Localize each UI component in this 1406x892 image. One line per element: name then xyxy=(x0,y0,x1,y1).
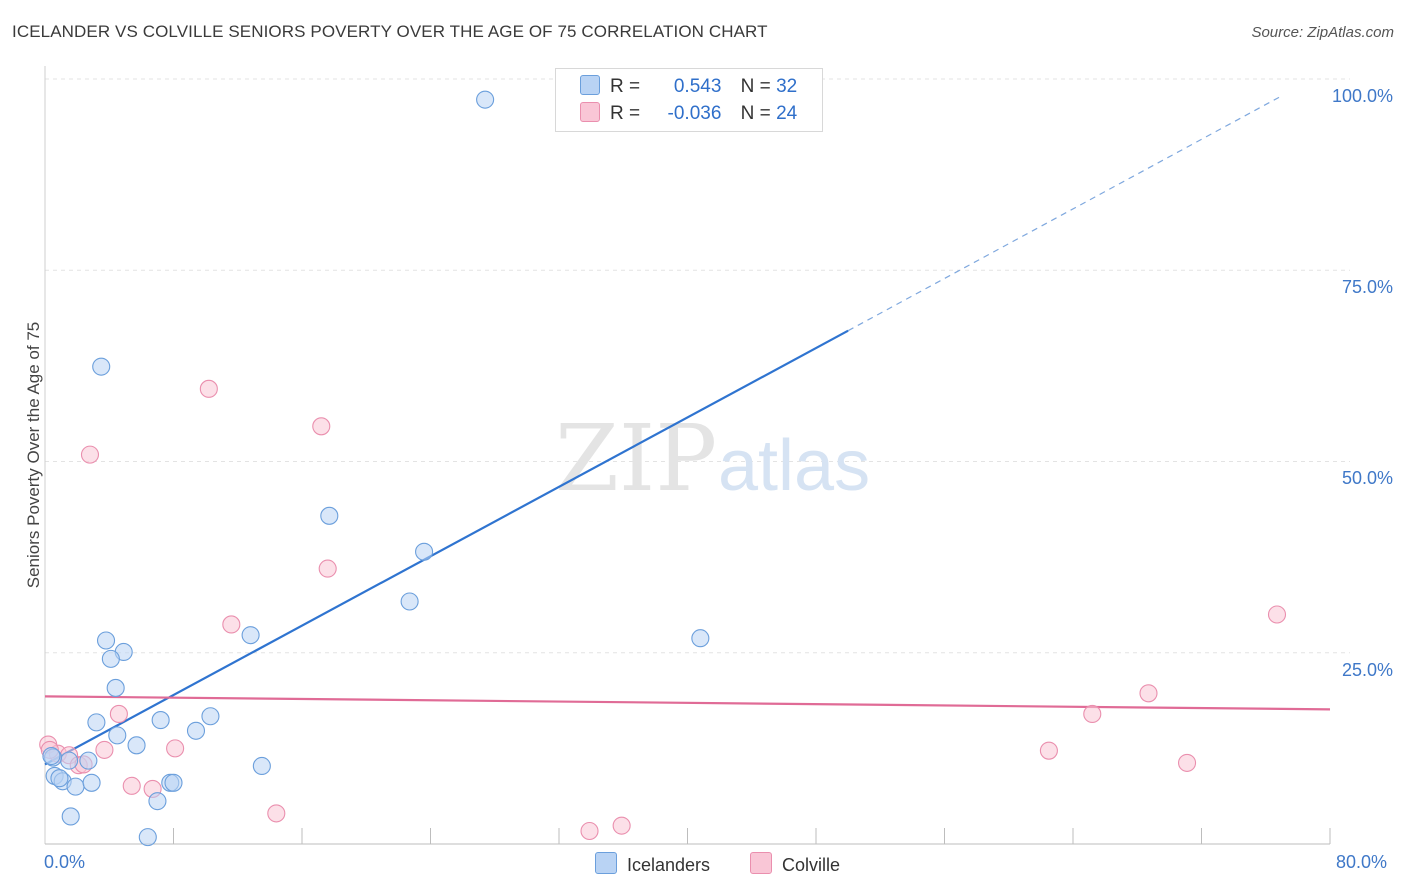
colville-trend-line xyxy=(44,695,1331,711)
bottom-legend-colville: Colville xyxy=(750,852,840,876)
icelanders-point xyxy=(82,773,101,792)
icelanders-point xyxy=(50,769,69,788)
x-tick-max: 80.0% xyxy=(1336,852,1388,872)
axes xyxy=(44,66,1331,845)
icelanders-point xyxy=(241,626,260,645)
colville-point xyxy=(222,615,241,634)
y-tick-50: 50.0% xyxy=(1341,468,1393,488)
colville-point xyxy=(166,739,185,758)
icelanders-point xyxy=(252,756,271,776)
x-tick-min: 0.0% xyxy=(44,852,86,872)
icelanders-point xyxy=(148,792,167,811)
icelanders-point xyxy=(127,736,146,755)
icelanders-point xyxy=(476,90,495,109)
colville-swatch xyxy=(580,102,600,122)
icelanders-legend-label: Icelanders xyxy=(627,855,711,875)
icelanders-point xyxy=(66,777,85,796)
colville-point xyxy=(612,816,631,835)
icelanders-point xyxy=(201,707,220,726)
colville-point xyxy=(580,821,599,841)
correlation-legend: R = 0.543 N = 32 R = -0.036 N = 24 xyxy=(555,68,823,132)
colville-point xyxy=(109,704,128,724)
colville-point xyxy=(1039,741,1058,760)
icelanders-trend-extension xyxy=(847,95,1283,332)
icelanders-point xyxy=(320,506,339,525)
icelanders-swatch xyxy=(580,75,600,95)
legend-row-colville: R = -0.036 N = 24 xyxy=(580,102,797,126)
n-label: N = xyxy=(740,103,771,124)
icelanders-point xyxy=(108,726,127,745)
watermark-zip: ZIP xyxy=(555,405,717,512)
colville-point xyxy=(1267,605,1287,624)
icelanders-point xyxy=(164,773,183,792)
colville-n-value: 24 xyxy=(776,103,798,124)
icelanders-point xyxy=(42,746,61,766)
y-tick-100: 100.0% xyxy=(1331,86,1393,106)
colville-point xyxy=(267,804,286,823)
source-label: Source: ZipAtlas.com xyxy=(1251,24,1394,41)
y-tick-75: 75.0% xyxy=(1341,277,1393,297)
data-points xyxy=(39,90,1287,847)
icelanders-point xyxy=(96,631,116,650)
watermark: ZIP atlas xyxy=(555,405,870,512)
icelanders-legend-swatch xyxy=(595,852,617,874)
n-label: N = xyxy=(740,76,771,97)
colville-point xyxy=(80,445,100,464)
icelanders-point xyxy=(186,721,206,740)
r-label: R = xyxy=(610,103,641,124)
icelanders-point xyxy=(87,713,106,732)
r-label: R = xyxy=(610,76,641,97)
icelanders-point xyxy=(400,592,419,611)
colville-point xyxy=(95,740,114,759)
legend-row-icelanders: R = 0.543 N = 32 xyxy=(580,75,797,99)
colville-point xyxy=(312,417,331,436)
icelanders-n-value: 32 xyxy=(776,76,798,97)
icelanders-point xyxy=(61,807,80,826)
trend-lines xyxy=(44,95,1331,766)
icelanders-point xyxy=(415,542,434,561)
icelanders-point xyxy=(691,629,710,648)
gridlines xyxy=(45,78,1350,654)
watermark-atlas: atlas xyxy=(718,426,870,506)
icelanders-point xyxy=(138,828,157,847)
icelanders-point xyxy=(60,751,79,770)
icelanders-trend-line xyxy=(44,329,849,766)
icelanders-point xyxy=(151,711,170,730)
colville-r-value: -0.036 xyxy=(667,103,722,124)
icelanders-point xyxy=(106,678,125,697)
colville-point xyxy=(1083,704,1102,724)
colville-point xyxy=(122,776,141,795)
colville-point xyxy=(318,559,337,578)
bottom-legend-icelanders: Icelanders xyxy=(595,852,710,876)
colville-legend-swatch xyxy=(750,852,772,874)
icelanders-point xyxy=(101,649,120,668)
icelanders-point xyxy=(79,751,98,770)
chart-title: ICELANDER VS COLVILLE SENIORS POVERTY OV… xyxy=(12,22,768,41)
icelanders-r-value: 0.543 xyxy=(673,76,722,97)
colville-point xyxy=(1139,684,1158,703)
colville-point xyxy=(1177,753,1197,772)
y-tick-25: 25.0% xyxy=(1341,660,1393,680)
colville-legend-label: Colville xyxy=(782,855,841,875)
colville-point xyxy=(199,379,218,398)
icelanders-point xyxy=(92,357,111,376)
